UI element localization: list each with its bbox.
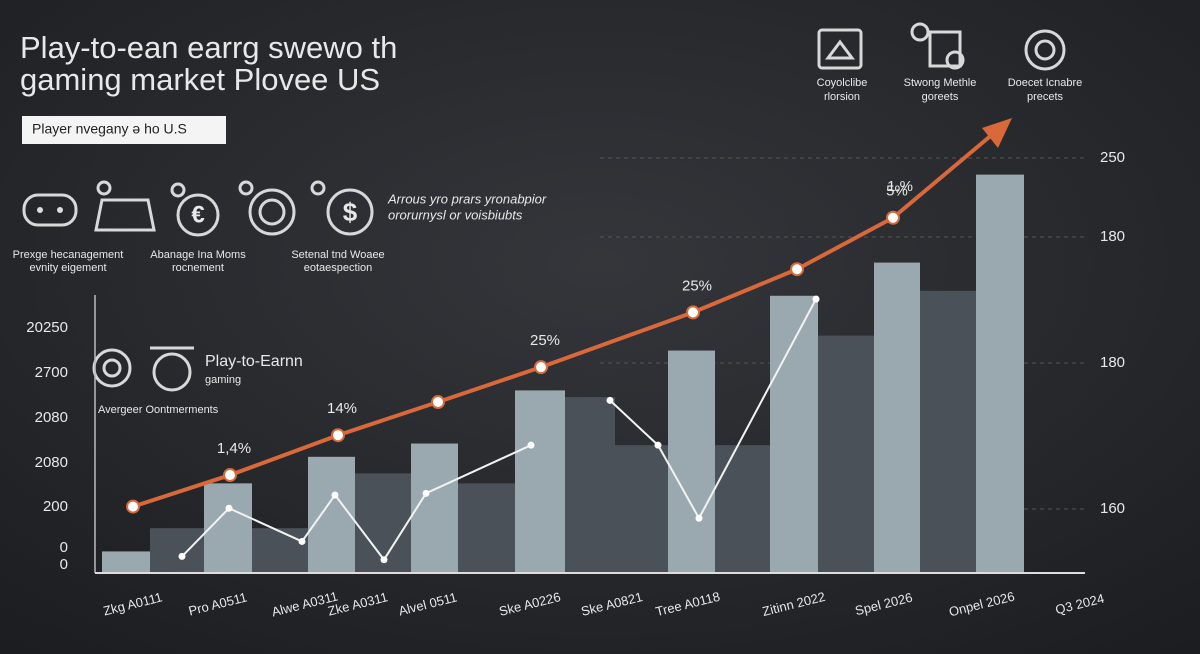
legend-caption: Avergeer Oontmerments [98, 404, 219, 416]
point [790, 262, 804, 277]
point [431, 395, 445, 410]
bar [565, 397, 615, 573]
title: Play-to-ean earrg swewo th [20, 30, 397, 65]
feature-icons: € $ Prexge hecanagement evnity eigement … [13, 180, 385, 274]
right-axis-label: 180 [1100, 228, 1125, 245]
annotation: ororurnysl or voisbiubts [388, 207, 523, 222]
legend: Play-to-Earnn gaming Avergeer Oontmermen… [92, 346, 303, 416]
right-axis-label: 160 [1100, 500, 1125, 517]
value-label: 25% [530, 332, 560, 349]
point [527, 441, 535, 449]
bar [204, 483, 252, 573]
bar [818, 335, 874, 573]
icon-caption: Stwong Methle [904, 77, 977, 89]
icon-caption: Prexge hecanagement [13, 249, 124, 261]
icon-caption: rlorsion [824, 91, 860, 103]
svg-text:€: € [191, 201, 204, 228]
point [654, 441, 662, 449]
point [886, 210, 900, 225]
icon-caption: rocnement [172, 262, 224, 274]
legend-title: gaming [205, 374, 241, 386]
bar [920, 290, 976, 573]
bar [308, 456, 355, 573]
point [534, 360, 548, 375]
icon-caption: Doecet Icnabre [1008, 77, 1083, 89]
left-axis-label: 2080 [35, 409, 68, 426]
point [812, 295, 820, 303]
arrow-head [982, 118, 1012, 148]
point [331, 491, 339, 499]
left-axis-label: 200 [43, 498, 68, 515]
bar [715, 445, 770, 573]
point [331, 428, 345, 443]
title: gaming market Plovee US [20, 62, 380, 97]
annotation: Arrous yro prars yronabpior [387, 191, 547, 206]
value-label: 1,4% [217, 440, 251, 457]
svg-text:$: $ [343, 197, 358, 227]
point [178, 552, 186, 560]
bar [515, 390, 565, 573]
left-axis-label: 20250 [26, 319, 68, 336]
left-axis-label: 2700 [35, 364, 68, 381]
point [695, 514, 703, 522]
bar [615, 445, 668, 573]
icon-caption: Setenal tnd Woaee [291, 249, 384, 261]
point [606, 396, 614, 404]
point [298, 537, 306, 545]
icon-caption: eotaespection [304, 262, 373, 274]
value-label: 25% [682, 277, 712, 294]
left-axis-label: 0 [60, 539, 68, 556]
right-axis-label: 250 [1100, 149, 1125, 166]
trend-arrow [891, 126, 1002, 220]
subtitle-box [22, 116, 226, 144]
bar [102, 551, 150, 573]
point [225, 504, 233, 512]
left-axis-label: 0 [60, 556, 68, 573]
icon-caption: Coyolclibe [817, 77, 868, 89]
bar [150, 528, 204, 573]
bar [411, 443, 458, 573]
bar [770, 295, 818, 573]
bar [668, 350, 715, 573]
value-label: 5% [886, 183, 908, 200]
icon-caption: precets [1027, 91, 1064, 103]
bar [976, 174, 1024, 573]
point [686, 305, 700, 320]
point [422, 489, 430, 497]
point [380, 556, 388, 564]
plot: 250 180 180 160 20250 2700 2080 2080 200 00 1,4% 14… [26, 118, 1125, 619]
bar [874, 262, 920, 573]
icon-caption: Abanage Ina Moms [150, 249, 246, 261]
line [132, 215, 894, 509]
value-label: 14% [327, 400, 357, 417]
icon-caption: goreets [922, 91, 959, 103]
top-icons: Coyolclibe rlorsion Stwong Methle goreet… [817, 22, 1083, 103]
left-axis-label: 2080 [35, 454, 68, 471]
subtitle: Player nvegany ǝ ho U.S [32, 121, 187, 137]
point [223, 468, 237, 483]
icon-caption: evnity eigement [29, 262, 106, 274]
bar [252, 528, 308, 573]
point [126, 499, 140, 514]
legend-title: Play-to-Earnn [205, 353, 303, 370]
bar [458, 483, 515, 573]
right-axis-label: 180 [1100, 354, 1125, 371]
value-label: 1,% [887, 178, 913, 195]
